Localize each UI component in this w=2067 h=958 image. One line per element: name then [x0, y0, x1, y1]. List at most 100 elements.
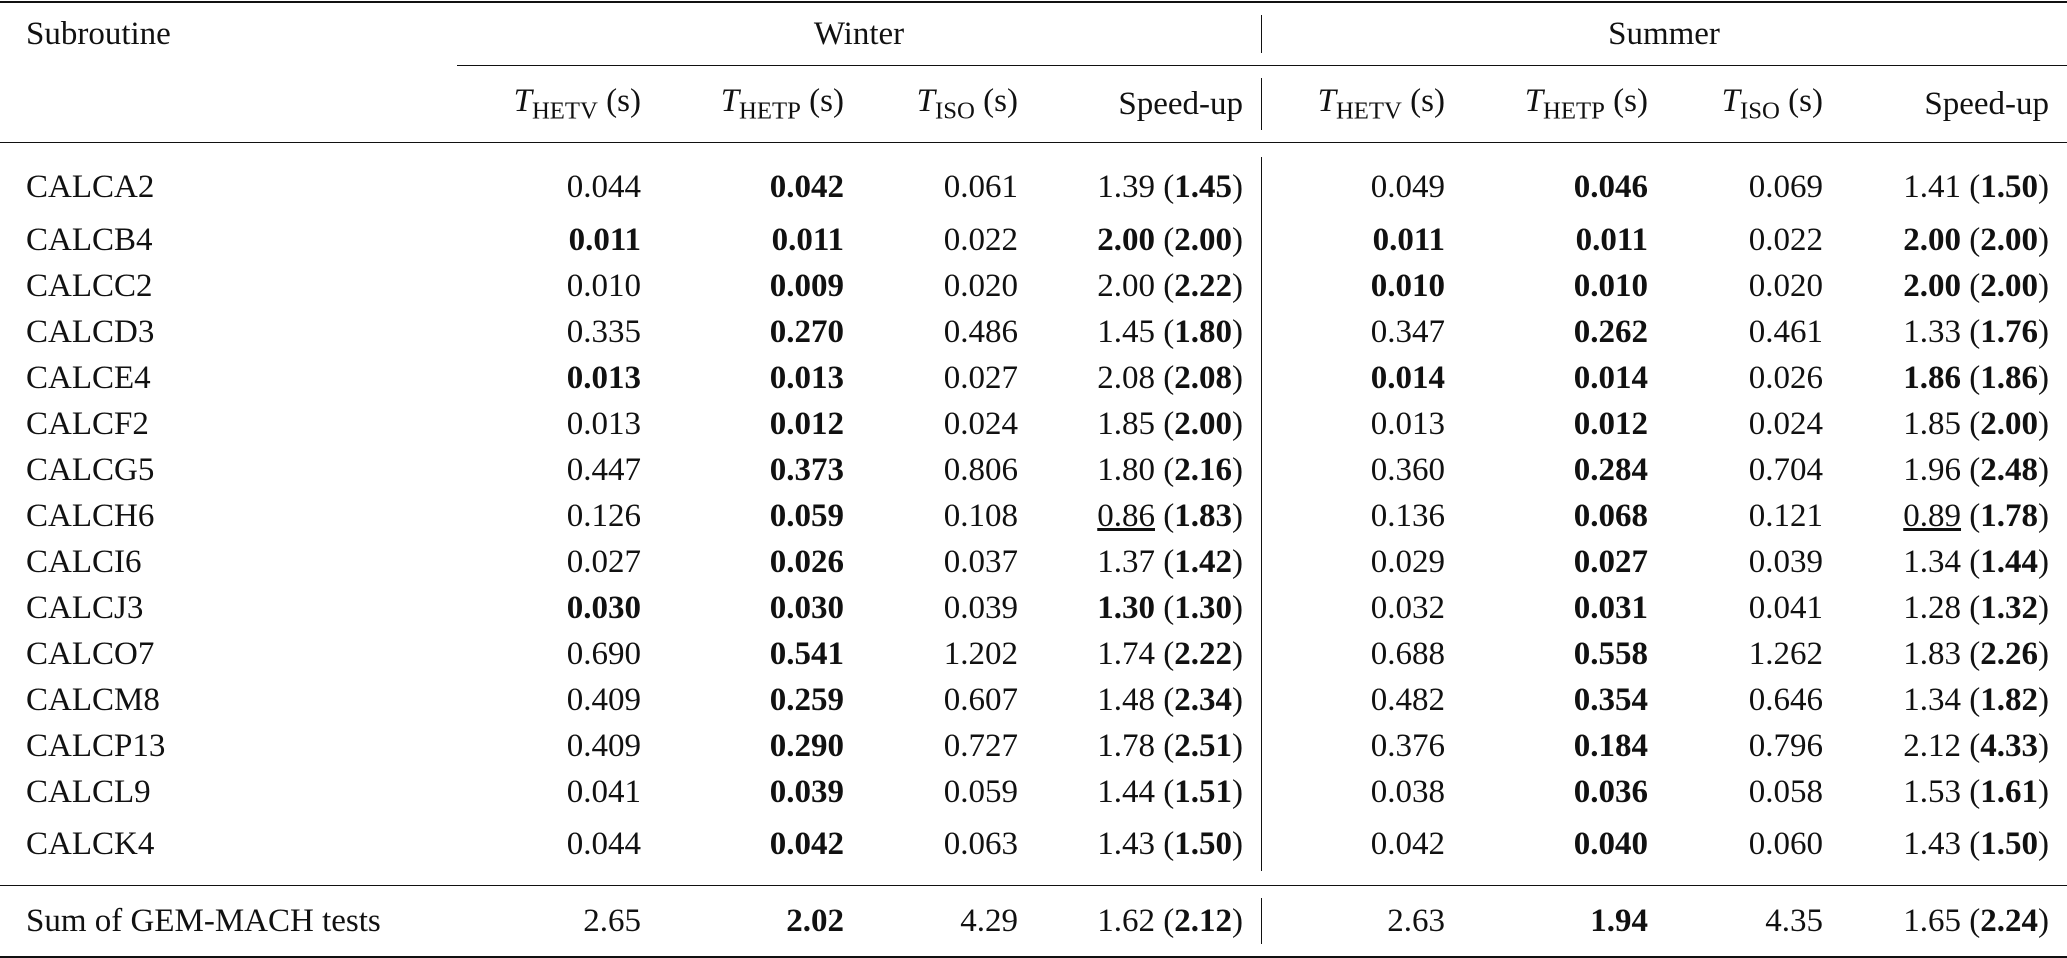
text-run: 0.039 — [1748, 543, 1823, 580]
text-run: 0.121 — [1748, 497, 1823, 534]
cell: 0.039 — [1666, 539, 1841, 585]
text-run: 0.011 — [1575, 221, 1648, 258]
cell: 0.029 — [1261, 539, 1463, 585]
text-run: (s) — [1779, 82, 1823, 119]
cell: 1.262 — [1666, 631, 1841, 677]
cell: 0.335 — [457, 309, 659, 355]
cell: 0.037 — [862, 539, 1036, 585]
text-run: 0.030 — [566, 589, 641, 626]
cell: 2.63 — [1261, 885, 1463, 957]
text-run: 2.00 ( — [1097, 267, 1175, 304]
text-run: 1.42 — [1174, 543, 1232, 580]
text-run: 1.51 — [1174, 773, 1232, 810]
cell: 0.541 — [659, 631, 862, 677]
cell: 0.061 — [862, 143, 1036, 218]
cell: 0.646 — [1666, 677, 1841, 723]
text-run: ) — [1232, 589, 1243, 626]
text-run: (s) — [974, 82, 1018, 119]
text-run: T — [1721, 82, 1741, 119]
text-run: 0.376 — [1370, 727, 1445, 764]
cell: 0.607 — [862, 677, 1036, 723]
table-row: Sum of GEM-MACH tests 2.65 2.02 4.29 1.62 (2… — [0, 885, 2067, 957]
text-run: ) — [2038, 681, 2050, 718]
text-run: 1.45 — [1174, 168, 1232, 205]
cell: 1.80 (2.16) — [1036, 447, 1261, 493]
text-run: 1.33 ( — [1903, 313, 1981, 350]
text-run: 1.32 — [1980, 589, 2039, 626]
text-run: ) — [2038, 635, 2050, 672]
text-run: 0.290 — [769, 727, 844, 764]
text-run: 1.96 ( — [1903, 451, 1981, 488]
cell: 0.011 — [457, 217, 659, 263]
cell: 1.39 (1.45) — [1036, 143, 1261, 218]
text-run: ( — [1961, 221, 1981, 258]
cell: 0.014 — [1463, 355, 1666, 401]
text-run: 1.83 — [1174, 497, 1232, 534]
cell: 0.121 — [1666, 493, 1841, 539]
text-run: 2.00 — [1174, 405, 1232, 442]
text-run: 0.690 — [566, 635, 641, 672]
text-run: 0.032 — [1370, 589, 1445, 626]
text-run: ) — [1232, 902, 1243, 939]
text-run: ) — [1232, 825, 1243, 862]
cell: 1.45 (1.80) — [1036, 309, 1261, 355]
row-label: CALCB4 — [26, 221, 153, 258]
text-run: 0.027 — [943, 359, 1018, 396]
row-label: CALCE4 — [26, 359, 151, 396]
cell: 0.184 — [1463, 723, 1666, 769]
cell: 0.060 — [1666, 815, 1841, 886]
text-run: 1.28 ( — [1903, 589, 1981, 626]
cell: 0.373 — [659, 447, 862, 493]
text-run: HETV — [1335, 97, 1402, 125]
text-run: 2.22 — [1174, 267, 1232, 304]
text-run: ( — [1961, 359, 1981, 396]
text-run: 1.37 ( — [1097, 543, 1175, 580]
cell: 4.35 — [1666, 885, 1841, 957]
cell: 0.727 — [862, 723, 1036, 769]
text-run: 1.85 ( — [1097, 405, 1175, 442]
cell: 0.031 — [1463, 585, 1666, 631]
text-run: ) — [2038, 405, 2050, 442]
cell: 0.704 — [1666, 447, 1841, 493]
cell: 0.044 — [457, 815, 659, 886]
cell: 0.009 — [659, 263, 862, 309]
text-run: 4.29 — [960, 902, 1018, 939]
row-label: CALCI6 — [26, 543, 142, 580]
cell: 1.43 (1.50) — [1841, 815, 2067, 886]
text-run: T — [1524, 82, 1544, 119]
text-run: (s) — [597, 82, 641, 119]
text-run: ) — [1232, 221, 1243, 258]
text-run: T — [720, 82, 740, 119]
column-header: THETV (s) — [457, 65, 659, 143]
text-run: 0.026 — [769, 543, 844, 580]
cell: 0.046 — [1463, 143, 1666, 218]
cell: 1.94 — [1463, 885, 1666, 957]
cell: 0.013 — [457, 355, 659, 401]
text-run: 1.44 — [1980, 543, 2039, 580]
cell: 0.027 — [1463, 539, 1666, 585]
table-row: CALCF2 0.013 0.012 0.024 1.85 (2.00) 0.013 0.0… — [0, 401, 2067, 447]
text-run: 0.727 — [943, 727, 1018, 764]
row-label: CALCG5 — [26, 451, 155, 488]
text-run: 0.027 — [1573, 543, 1648, 580]
cell: 0.069 — [1666, 143, 1841, 218]
text-run: 0.059 — [769, 497, 844, 534]
cell: 0.036 — [1463, 769, 1666, 815]
text-run: 4.33 — [1980, 727, 2039, 764]
text-run: 1.78 — [1980, 497, 2039, 534]
text-run: 0.039 — [943, 589, 1018, 626]
text-run: ( — [1155, 497, 1175, 534]
text-run: T — [513, 82, 532, 119]
text-run: 2.12 — [1174, 902, 1232, 939]
cell: 1.53 (1.61) — [1841, 769, 2067, 815]
cell: 0.376 — [1261, 723, 1463, 769]
text-run: 0.049 — [1370, 168, 1445, 205]
text-run: 0.014 — [1573, 359, 1648, 396]
text-run: 0.029 — [1370, 543, 1445, 580]
cell: 0.013 — [457, 401, 659, 447]
text-run: 0.038 — [1370, 773, 1445, 810]
cell: 0.068 — [1463, 493, 1666, 539]
text-run: 1.62 ( — [1097, 902, 1175, 939]
cell: 0.030 — [659, 585, 862, 631]
